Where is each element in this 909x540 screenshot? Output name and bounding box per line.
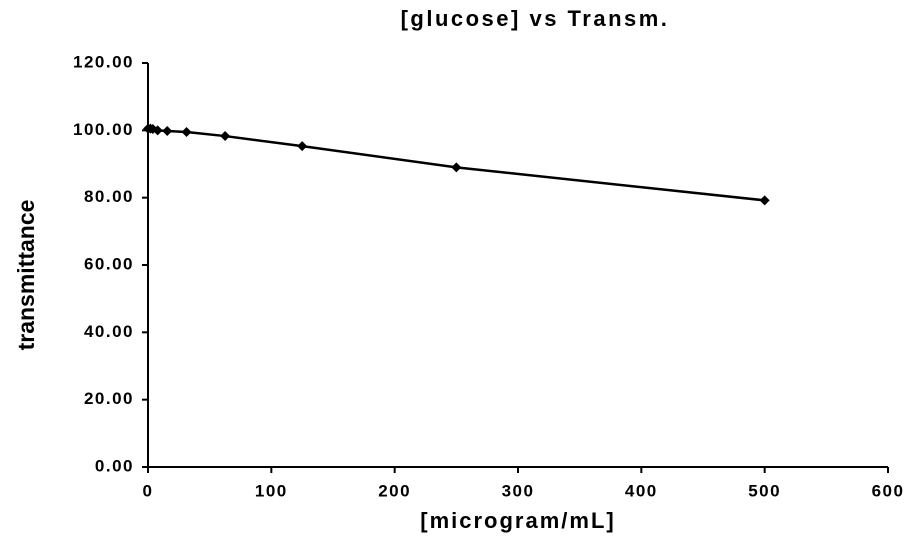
data-point — [220, 131, 231, 142]
y-tick-label: 80.00 — [84, 187, 134, 206]
y-tick-label: 0.00 — [95, 456, 134, 475]
data-point — [152, 125, 163, 136]
y-axis-label: transmittance — [13, 200, 39, 351]
data-point — [451, 162, 462, 173]
y-tick-label: 120.00 — [73, 52, 134, 71]
x-tick-label: 100 — [255, 481, 288, 500]
data-point — [759, 195, 770, 206]
y-tick-label: 20.00 — [84, 389, 134, 408]
y-tick-label: 60.00 — [84, 254, 134, 273]
x-tick-label: 200 — [378, 481, 411, 500]
y-tick-label: 100.00 — [73, 120, 134, 139]
x-tick-label: 500 — [748, 481, 781, 500]
x-tick-label: 300 — [502, 481, 535, 500]
y-tick-label: 40.00 — [84, 322, 134, 341]
x-tick-label: 600 — [872, 481, 905, 500]
data-point — [162, 126, 173, 137]
x-tick-label: 400 — [625, 481, 658, 500]
data-point — [297, 141, 308, 152]
x-tick-label: 0 — [143, 481, 154, 500]
chart-title: [glucose] vs Transm. — [401, 6, 670, 31]
data-point — [181, 127, 192, 138]
x-axis-label: [microgram/mL] — [420, 508, 615, 533]
